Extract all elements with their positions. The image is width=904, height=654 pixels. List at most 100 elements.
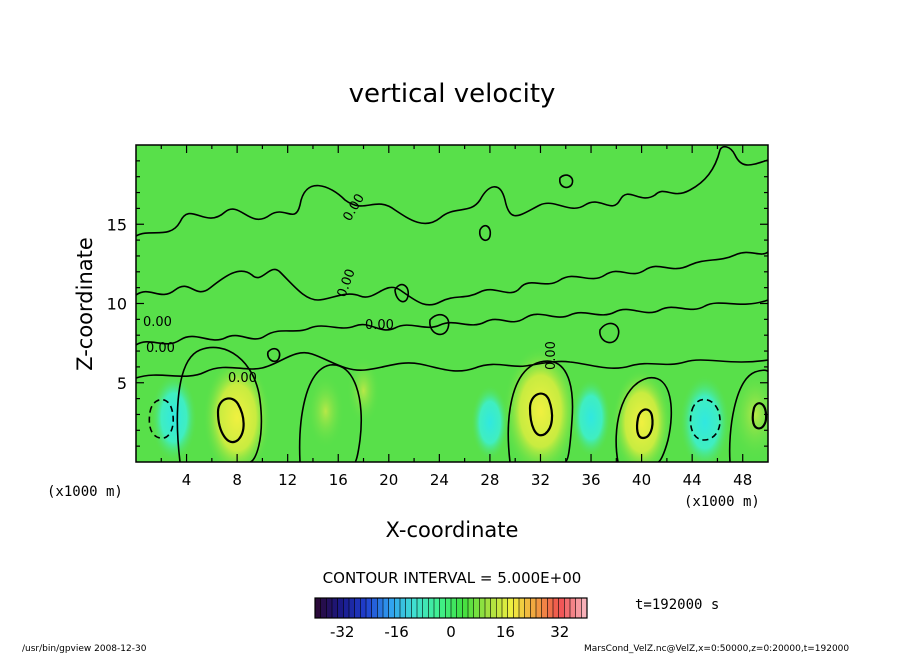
x-tick-label: 16 xyxy=(329,471,348,489)
colorbar-tick-label: -32 xyxy=(330,623,355,641)
colorbar-swatch xyxy=(541,598,548,618)
colorbar-swatch xyxy=(422,598,429,618)
colorbar-swatch xyxy=(439,598,446,618)
contour-interval: CONTOUR INTERVAL = 5.000E+00 xyxy=(323,569,582,587)
contour-line xyxy=(528,392,554,437)
contour-lines-negative xyxy=(148,398,721,441)
contour-line xyxy=(298,364,363,462)
colorbar-swatch xyxy=(337,598,344,618)
colorbar-swatch xyxy=(411,598,418,618)
contour-label: 0.00 xyxy=(228,371,257,386)
velocity-cells xyxy=(150,346,768,462)
contour-line xyxy=(635,408,654,440)
velocity-cell xyxy=(306,373,345,450)
colorbar-swatch xyxy=(383,598,390,618)
colorbar-swatch xyxy=(581,598,588,618)
colorbar-swatch xyxy=(354,598,361,618)
colorbar-swatch xyxy=(456,598,463,618)
x-tick-label: 20 xyxy=(379,471,398,489)
velocity-cell xyxy=(202,357,272,462)
colorbar-swatch xyxy=(377,598,384,618)
colorbar-swatch xyxy=(349,598,356,618)
colorbar-swatch xyxy=(343,598,350,618)
contour-lines-strong xyxy=(216,392,768,444)
x-unit-left: (x1000 m) xyxy=(47,484,123,500)
colorbar-swatch xyxy=(564,598,571,618)
contour-line xyxy=(216,397,245,444)
contour-line xyxy=(689,398,721,441)
colorbar-swatch xyxy=(417,598,424,618)
colorbar-swatch xyxy=(473,598,480,618)
colorbar xyxy=(314,598,588,618)
colorbar-swatch xyxy=(507,598,514,618)
colorbar-swatch xyxy=(371,598,378,618)
colorbar-swatch xyxy=(428,598,435,618)
colorbar-swatch xyxy=(394,598,401,618)
colorbar-swatch xyxy=(496,598,503,618)
x-axis-label: X-coordinate xyxy=(386,518,519,542)
colorbar-tick-label: -16 xyxy=(384,623,409,641)
colorbar-tick-label: 0 xyxy=(446,623,456,641)
colorbar-swatch xyxy=(468,598,475,618)
colorbar-swatch xyxy=(326,598,333,618)
colorbar-swatch xyxy=(320,598,327,618)
contour-line xyxy=(176,346,263,462)
contour-lines xyxy=(136,145,768,462)
contour-line xyxy=(266,347,281,363)
colorbar-swatch xyxy=(547,598,554,618)
velocity-cell xyxy=(611,368,672,462)
contour-line xyxy=(507,360,574,462)
chart-title: vertical velocity xyxy=(349,79,556,109)
colorbar-swatch xyxy=(575,598,582,618)
contour-line xyxy=(136,145,768,237)
colorbar-swatch xyxy=(558,598,565,618)
y-tick-label: 10 xyxy=(107,295,127,314)
y-tick-label: 5 xyxy=(117,374,127,393)
contour-line xyxy=(751,402,768,430)
y-tick-label: 15 xyxy=(107,215,127,234)
colorbar-swatch xyxy=(332,598,339,618)
contour-line xyxy=(615,377,673,462)
colorbar-ticks: -32 -16 0 16 32 xyxy=(330,623,569,641)
x-tick-label: 44 xyxy=(683,471,702,489)
colorbar-swatch xyxy=(462,598,469,618)
colorbar-swatch xyxy=(366,598,373,618)
colorbar-swatch xyxy=(553,598,560,618)
colorbar-swatch xyxy=(360,598,367,618)
contour-label-group: 0.000.000.000.000.000.000.00 xyxy=(143,191,559,386)
x-axis: 4 8 12 16 20 24 28 32 36 40 44 48 xyxy=(160,145,752,489)
x-tick-label: 32 xyxy=(531,471,550,489)
x-tick-label: 4 xyxy=(182,471,192,489)
x-tick-label: 28 xyxy=(480,471,499,489)
footer-left: /usr/bin/gpview 2008-12-30 xyxy=(22,644,147,654)
footer-right: MarsCond_VelZ.nc@VelZ,x=0:50000,z=0:2000… xyxy=(584,644,849,654)
colorbar-swatch xyxy=(400,598,407,618)
velocity-cell xyxy=(679,374,731,462)
contour-line xyxy=(599,322,620,344)
x-tick-label: 24 xyxy=(430,471,449,489)
x-tick-label: 40 xyxy=(632,471,651,489)
contour-line xyxy=(136,351,768,379)
plot-area: 0.000.000.000.000.000.000.00 xyxy=(136,145,768,462)
colorbar-swatch xyxy=(315,598,322,618)
velocity-cell xyxy=(471,384,509,461)
y-axis: 5 10 15 xyxy=(107,160,768,447)
colorbar-swatch xyxy=(530,598,537,618)
contour-label: 0.00 xyxy=(544,341,559,370)
contour-line xyxy=(429,313,450,336)
x-tick-label: 36 xyxy=(581,471,600,489)
velocity-cell xyxy=(729,367,768,462)
contour-line xyxy=(136,251,768,306)
contour-line xyxy=(478,224,492,242)
colorbar-swatch xyxy=(536,598,543,618)
colorbar-swatch xyxy=(388,598,395,618)
contour-label: 0.00 xyxy=(146,341,175,356)
contour-line xyxy=(559,174,574,189)
colorbar-tick-label: 32 xyxy=(550,623,569,641)
colorbar-tick-label: 16 xyxy=(496,623,515,641)
colorbar-swatch xyxy=(502,598,509,618)
x-tick-label: 48 xyxy=(733,471,752,489)
contour-line xyxy=(148,398,175,439)
colorbar-swatch xyxy=(570,598,577,618)
